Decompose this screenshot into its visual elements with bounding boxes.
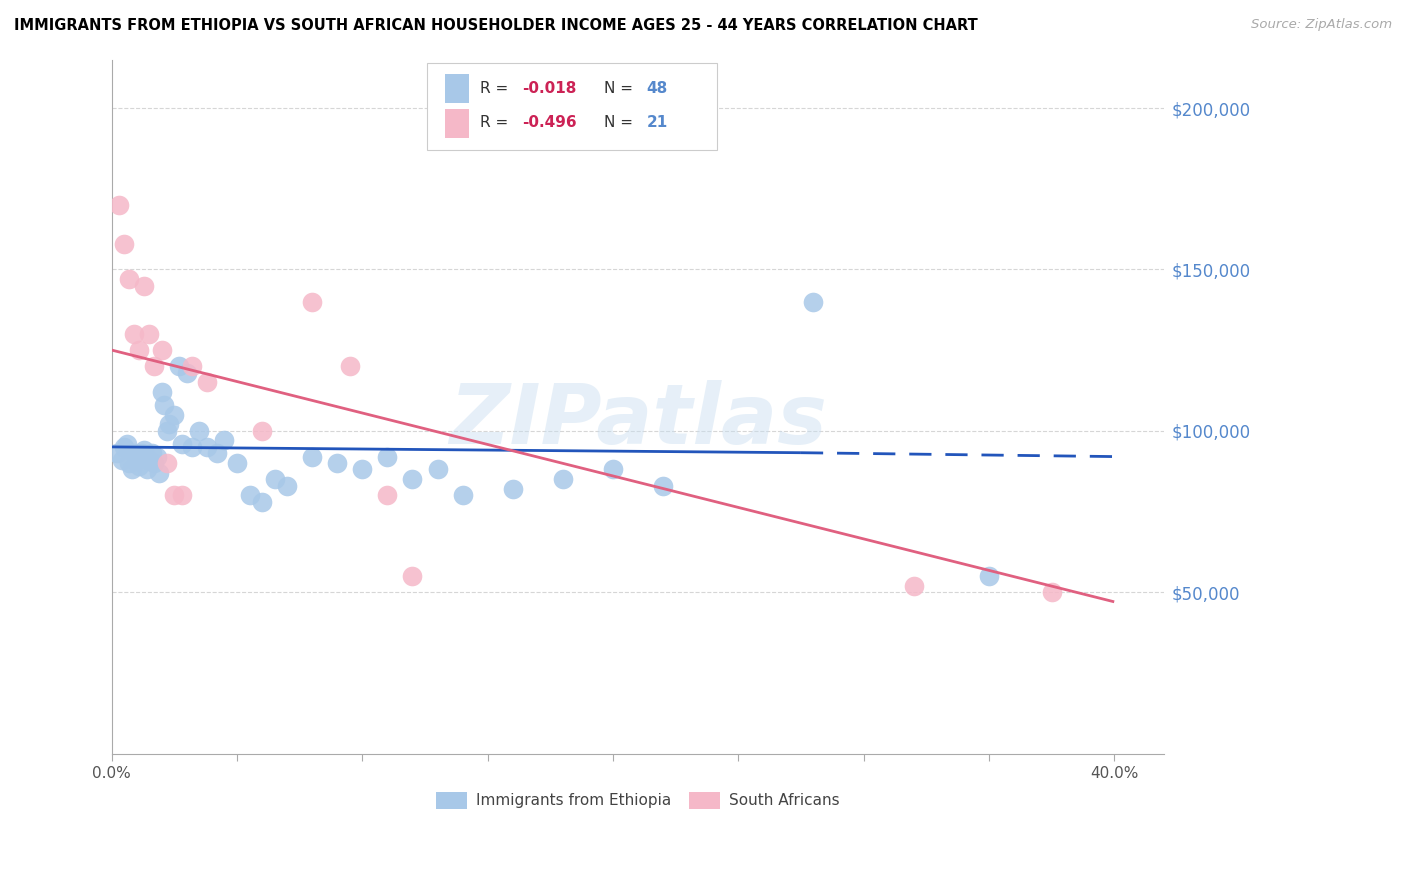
Point bbox=[143, 359, 166, 374]
Text: ZIPatlas: ZIPatlas bbox=[449, 380, 827, 461]
Point bbox=[135, 462, 157, 476]
Text: Source: ZipAtlas.com: Source: ZipAtlas.com bbox=[1251, 18, 1392, 31]
Point bbox=[401, 472, 423, 486]
Point bbox=[401, 569, 423, 583]
Point bbox=[263, 472, 285, 486]
Text: R =: R = bbox=[479, 80, 513, 95]
FancyBboxPatch shape bbox=[446, 109, 468, 138]
Point bbox=[377, 488, 399, 502]
Point bbox=[326, 456, 349, 470]
Point bbox=[141, 446, 163, 460]
Point bbox=[118, 272, 141, 286]
Point bbox=[352, 462, 374, 476]
Text: R =: R = bbox=[479, 115, 513, 130]
Point bbox=[112, 440, 135, 454]
Point bbox=[128, 459, 150, 474]
Point bbox=[128, 343, 150, 357]
Point bbox=[977, 569, 1000, 583]
Point bbox=[157, 417, 180, 432]
FancyBboxPatch shape bbox=[427, 63, 717, 150]
Point bbox=[108, 198, 131, 212]
Point bbox=[150, 384, 173, 399]
Point bbox=[339, 359, 361, 374]
Point bbox=[115, 436, 138, 450]
Point bbox=[169, 359, 191, 374]
Point bbox=[105, 446, 128, 460]
Point bbox=[502, 482, 524, 496]
Point bbox=[377, 450, 399, 464]
Point bbox=[226, 456, 249, 470]
Point bbox=[122, 446, 145, 460]
Point bbox=[122, 326, 145, 341]
Point bbox=[238, 488, 260, 502]
Point bbox=[138, 452, 160, 467]
Point bbox=[156, 424, 179, 438]
Text: -0.018: -0.018 bbox=[522, 80, 576, 95]
FancyBboxPatch shape bbox=[446, 74, 468, 103]
Point bbox=[903, 579, 925, 593]
Point bbox=[602, 462, 624, 476]
Point bbox=[1040, 585, 1063, 599]
Point bbox=[134, 278, 156, 293]
Point bbox=[138, 326, 160, 341]
Point bbox=[205, 446, 228, 460]
Point bbox=[652, 478, 675, 492]
Text: 48: 48 bbox=[647, 80, 668, 95]
Point bbox=[426, 462, 449, 476]
Text: -0.496: -0.496 bbox=[522, 115, 576, 130]
Point bbox=[150, 343, 173, 357]
Point bbox=[111, 452, 134, 467]
Point bbox=[134, 443, 156, 458]
Point bbox=[301, 294, 323, 309]
Point bbox=[551, 472, 574, 486]
Point bbox=[250, 495, 273, 509]
Point bbox=[118, 456, 141, 470]
Point bbox=[276, 478, 298, 492]
Point bbox=[146, 450, 169, 464]
Point bbox=[195, 376, 218, 390]
Point bbox=[176, 366, 198, 380]
Point bbox=[188, 424, 211, 438]
Text: N =: N = bbox=[605, 80, 638, 95]
Point bbox=[214, 434, 236, 448]
Point bbox=[156, 456, 179, 470]
Text: 21: 21 bbox=[647, 115, 668, 130]
Point bbox=[451, 488, 474, 502]
Text: N =: N = bbox=[605, 115, 638, 130]
Point bbox=[195, 440, 218, 454]
Legend: Immigrants from Ethiopia, South Africans: Immigrants from Ethiopia, South Africans bbox=[430, 785, 846, 815]
Point bbox=[170, 436, 193, 450]
Point bbox=[180, 440, 202, 454]
Point bbox=[112, 236, 135, 251]
Point bbox=[121, 462, 143, 476]
Text: IMMIGRANTS FROM ETHIOPIA VS SOUTH AFRICAN HOUSEHOLDER INCOME AGES 25 - 44 YEARS : IMMIGRANTS FROM ETHIOPIA VS SOUTH AFRICA… bbox=[14, 18, 977, 33]
Point bbox=[250, 424, 273, 438]
Point bbox=[163, 408, 186, 422]
Point bbox=[153, 398, 176, 412]
Point bbox=[148, 466, 170, 480]
Point bbox=[143, 456, 166, 470]
Point bbox=[803, 294, 825, 309]
Point bbox=[125, 452, 148, 467]
Point bbox=[170, 488, 193, 502]
Point bbox=[131, 446, 153, 460]
Point bbox=[180, 359, 202, 374]
Point bbox=[301, 450, 323, 464]
Point bbox=[163, 488, 186, 502]
